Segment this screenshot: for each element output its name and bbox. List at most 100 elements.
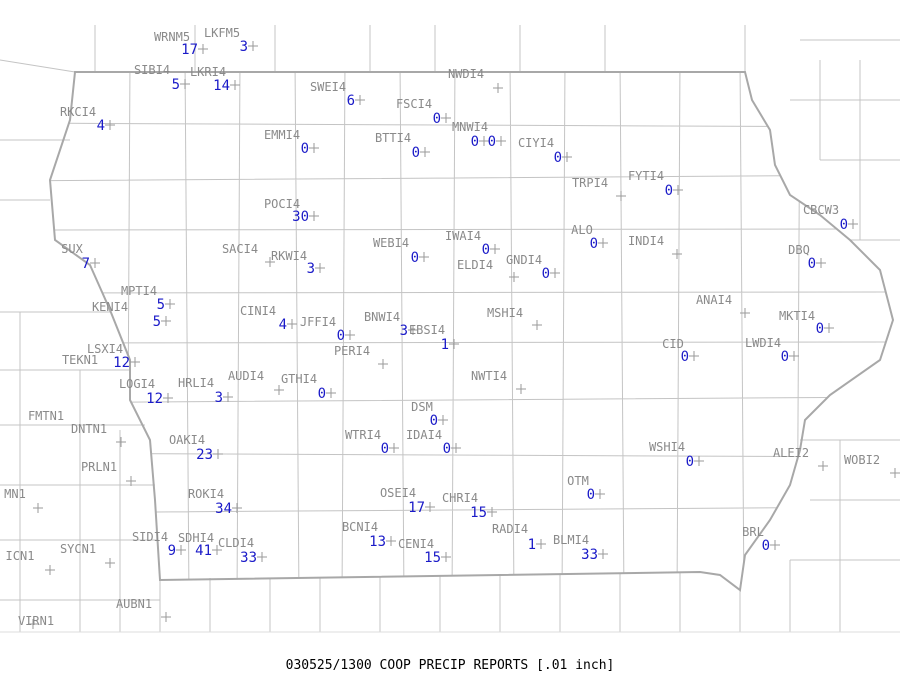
station-marker (438, 415, 448, 425)
precip-value: 5 (172, 77, 180, 93)
station-marker (180, 79, 190, 89)
station-name: BRL (742, 525, 764, 539)
precip-value: 1 (528, 537, 536, 553)
precip-value: 5 (157, 297, 165, 313)
station-name: GTHI4 (281, 372, 317, 386)
station-name: LOGI4 (119, 377, 155, 391)
station-name: MNWI4 (452, 120, 488, 134)
station-name: RKWI4 (271, 249, 307, 263)
precip-value: 0 (665, 183, 673, 199)
station-name: ELDI4 (457, 258, 493, 272)
station-name: ROKI4 (188, 487, 224, 501)
station-marker (598, 238, 608, 248)
station-marker (479, 136, 489, 146)
precip-value: 0 (681, 349, 689, 365)
precip-value: 12 (113, 355, 130, 371)
station-name: RKCI4 (60, 105, 96, 119)
station-name: SWEI4 (310, 80, 346, 94)
station-marker (248, 41, 258, 51)
precip-value: 33 (240, 550, 257, 566)
station-marker (274, 385, 284, 395)
station-marker (126, 476, 136, 486)
station-marker (824, 323, 834, 333)
precip-value: 3 (215, 390, 223, 406)
precip-value: 15 (470, 505, 487, 521)
station-marker (176, 545, 186, 555)
station-marker (689, 351, 699, 361)
precip-value: 0 (412, 145, 420, 161)
station-marker (230, 80, 240, 90)
station-marker (163, 393, 173, 403)
station-marker (419, 252, 429, 262)
station-marker (105, 120, 115, 130)
station-marker (441, 552, 451, 562)
station-marker (130, 357, 140, 367)
station-marker (386, 536, 396, 546)
station-marker (420, 147, 430, 157)
station-name: NWDI4 (448, 67, 484, 81)
station-name: SUX (61, 242, 83, 256)
station-name: SYCN1 (60, 542, 96, 556)
precip-value: 17 (408, 500, 425, 516)
station-marker (890, 468, 900, 478)
precip-value: 0 (301, 141, 309, 157)
precip-value: 0 (840, 217, 848, 233)
precip-value: 4 (97, 118, 105, 134)
station-name: NWTI4 (471, 369, 507, 383)
station-name: EMMI4 (264, 128, 300, 142)
station-name: CINI4 (240, 304, 276, 318)
station-name: SIBI4 (134, 63, 170, 77)
precip-value: 12 (146, 391, 163, 407)
station-marker (161, 316, 171, 326)
station-marker (345, 330, 355, 340)
precip-value: 1 (441, 337, 449, 353)
station-marker (408, 325, 418, 335)
station-name: POCI4 (264, 197, 300, 211)
precip-value: 0 (781, 349, 789, 365)
station-marker (616, 191, 626, 201)
precip-value: 0 (686, 454, 694, 470)
station-name: LKRI4 (190, 65, 226, 79)
precip-value: 0 (443, 441, 451, 457)
precip-value: 9 (168, 543, 176, 559)
precip-value: 3 (240, 39, 248, 55)
precip-value: 17 (181, 42, 198, 58)
station-name: CLDI4 (218, 536, 254, 550)
station-name: IDAI4 (406, 428, 442, 442)
station-marker (818, 461, 828, 471)
station-name: BLMI4 (553, 533, 589, 547)
precip-value: 0 (808, 256, 816, 272)
station-marker (257, 552, 267, 562)
precip-value: 33 (581, 547, 598, 563)
station-name: DNTN1 (71, 422, 107, 436)
station-name: JFFI4 (300, 315, 336, 329)
station-name: LWDI4 (745, 336, 781, 350)
station-name: WEBI4 (373, 236, 409, 250)
station-marker (232, 503, 242, 513)
county-lines (50, 72, 893, 590)
station-name: ALO (571, 223, 593, 237)
precip-value: 4 (279, 317, 287, 333)
station-name: OSEI4 (380, 486, 416, 500)
station-marker (493, 83, 503, 93)
station-marker (509, 272, 519, 282)
station-marker (161, 612, 171, 622)
station-marker (441, 113, 451, 123)
station-name: TEKN1 (62, 353, 98, 367)
station-marker (740, 308, 750, 318)
precip-value: 0 (488, 134, 496, 150)
station-name: OAKI4 (169, 433, 205, 447)
station-marker (28, 619, 38, 629)
station-name: ALEI2 (773, 446, 809, 460)
station-name: SDHI4 (178, 531, 214, 545)
station-marker (673, 185, 683, 195)
station-name: OTM (567, 474, 589, 488)
station-name: KENI4 (92, 300, 128, 314)
precip-value: 0 (554, 150, 562, 166)
precip-value: 15 (424, 550, 441, 566)
precip-value: 0 (381, 441, 389, 457)
station-name: CHRI4 (442, 491, 478, 505)
station-name: LKFM5 (204, 26, 240, 40)
